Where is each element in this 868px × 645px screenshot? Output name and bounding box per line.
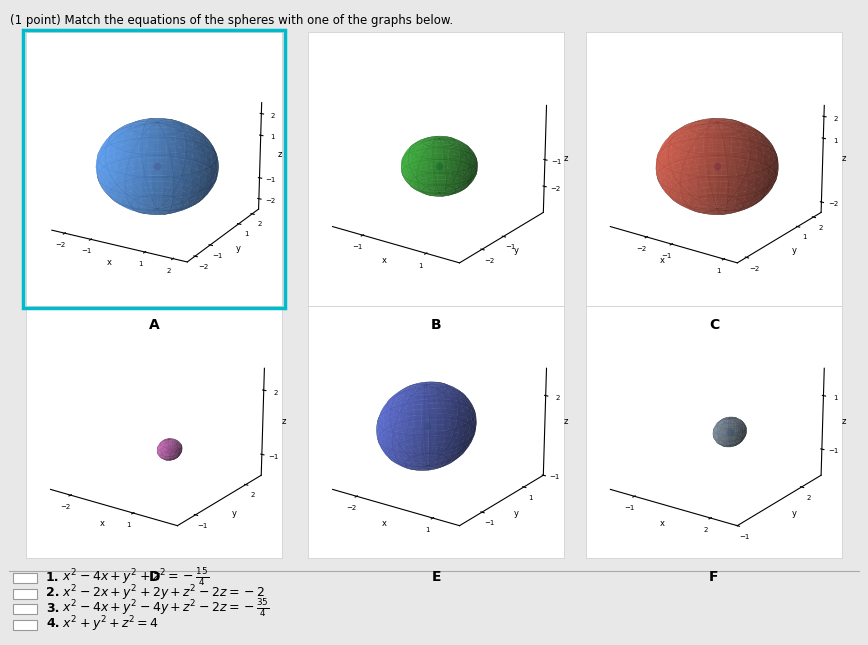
Text: F: F bbox=[709, 570, 719, 584]
Text: E: E bbox=[431, 570, 441, 584]
Text: $x^2 - 4x + y^2 - 4y + z^2 - 2z = -\frac{35}{4}$: $x^2 - 4x + y^2 - 4y + z^2 - 2z = -\frac… bbox=[59, 597, 270, 619]
X-axis label: x: x bbox=[660, 519, 665, 528]
Text: 3.: 3. bbox=[46, 602, 59, 615]
Y-axis label: y: y bbox=[514, 246, 519, 255]
Text: B: B bbox=[431, 318, 442, 332]
Y-axis label: y: y bbox=[236, 244, 241, 253]
Text: D: D bbox=[148, 570, 160, 584]
Text: $x^2 + y^2 + z^2 = 4$: $x^2 + y^2 + z^2 = 4$ bbox=[59, 614, 159, 633]
X-axis label: x: x bbox=[382, 256, 387, 265]
Text: 2.: 2. bbox=[46, 586, 60, 599]
X-axis label: x: x bbox=[107, 258, 112, 267]
Text: 1.: 1. bbox=[46, 571, 60, 584]
Text: C: C bbox=[709, 318, 719, 332]
Y-axis label: y: y bbox=[792, 246, 797, 255]
Text: $x^2 - 2x + y^2 + 2y + z^2 - 2z = -2$: $x^2 - 2x + y^2 + 2y + z^2 - 2z = -2$ bbox=[59, 583, 265, 602]
X-axis label: x: x bbox=[382, 519, 387, 528]
Text: $x^2 - 4x + y^2 + z^2 = -\frac{15}{4}$: $x^2 - 4x + y^2 + z^2 = -\frac{15}{4}$ bbox=[59, 566, 209, 588]
X-axis label: x: x bbox=[100, 519, 105, 528]
Text: A: A bbox=[148, 318, 160, 332]
Y-axis label: y: y bbox=[792, 510, 797, 518]
Y-axis label: y: y bbox=[232, 510, 237, 518]
Text: (1 point) Match the equations of the spheres with one of the graphs below.: (1 point) Match the equations of the sph… bbox=[10, 14, 454, 27]
Y-axis label: y: y bbox=[514, 510, 519, 518]
Text: 4.: 4. bbox=[46, 617, 60, 630]
X-axis label: x: x bbox=[660, 256, 665, 265]
